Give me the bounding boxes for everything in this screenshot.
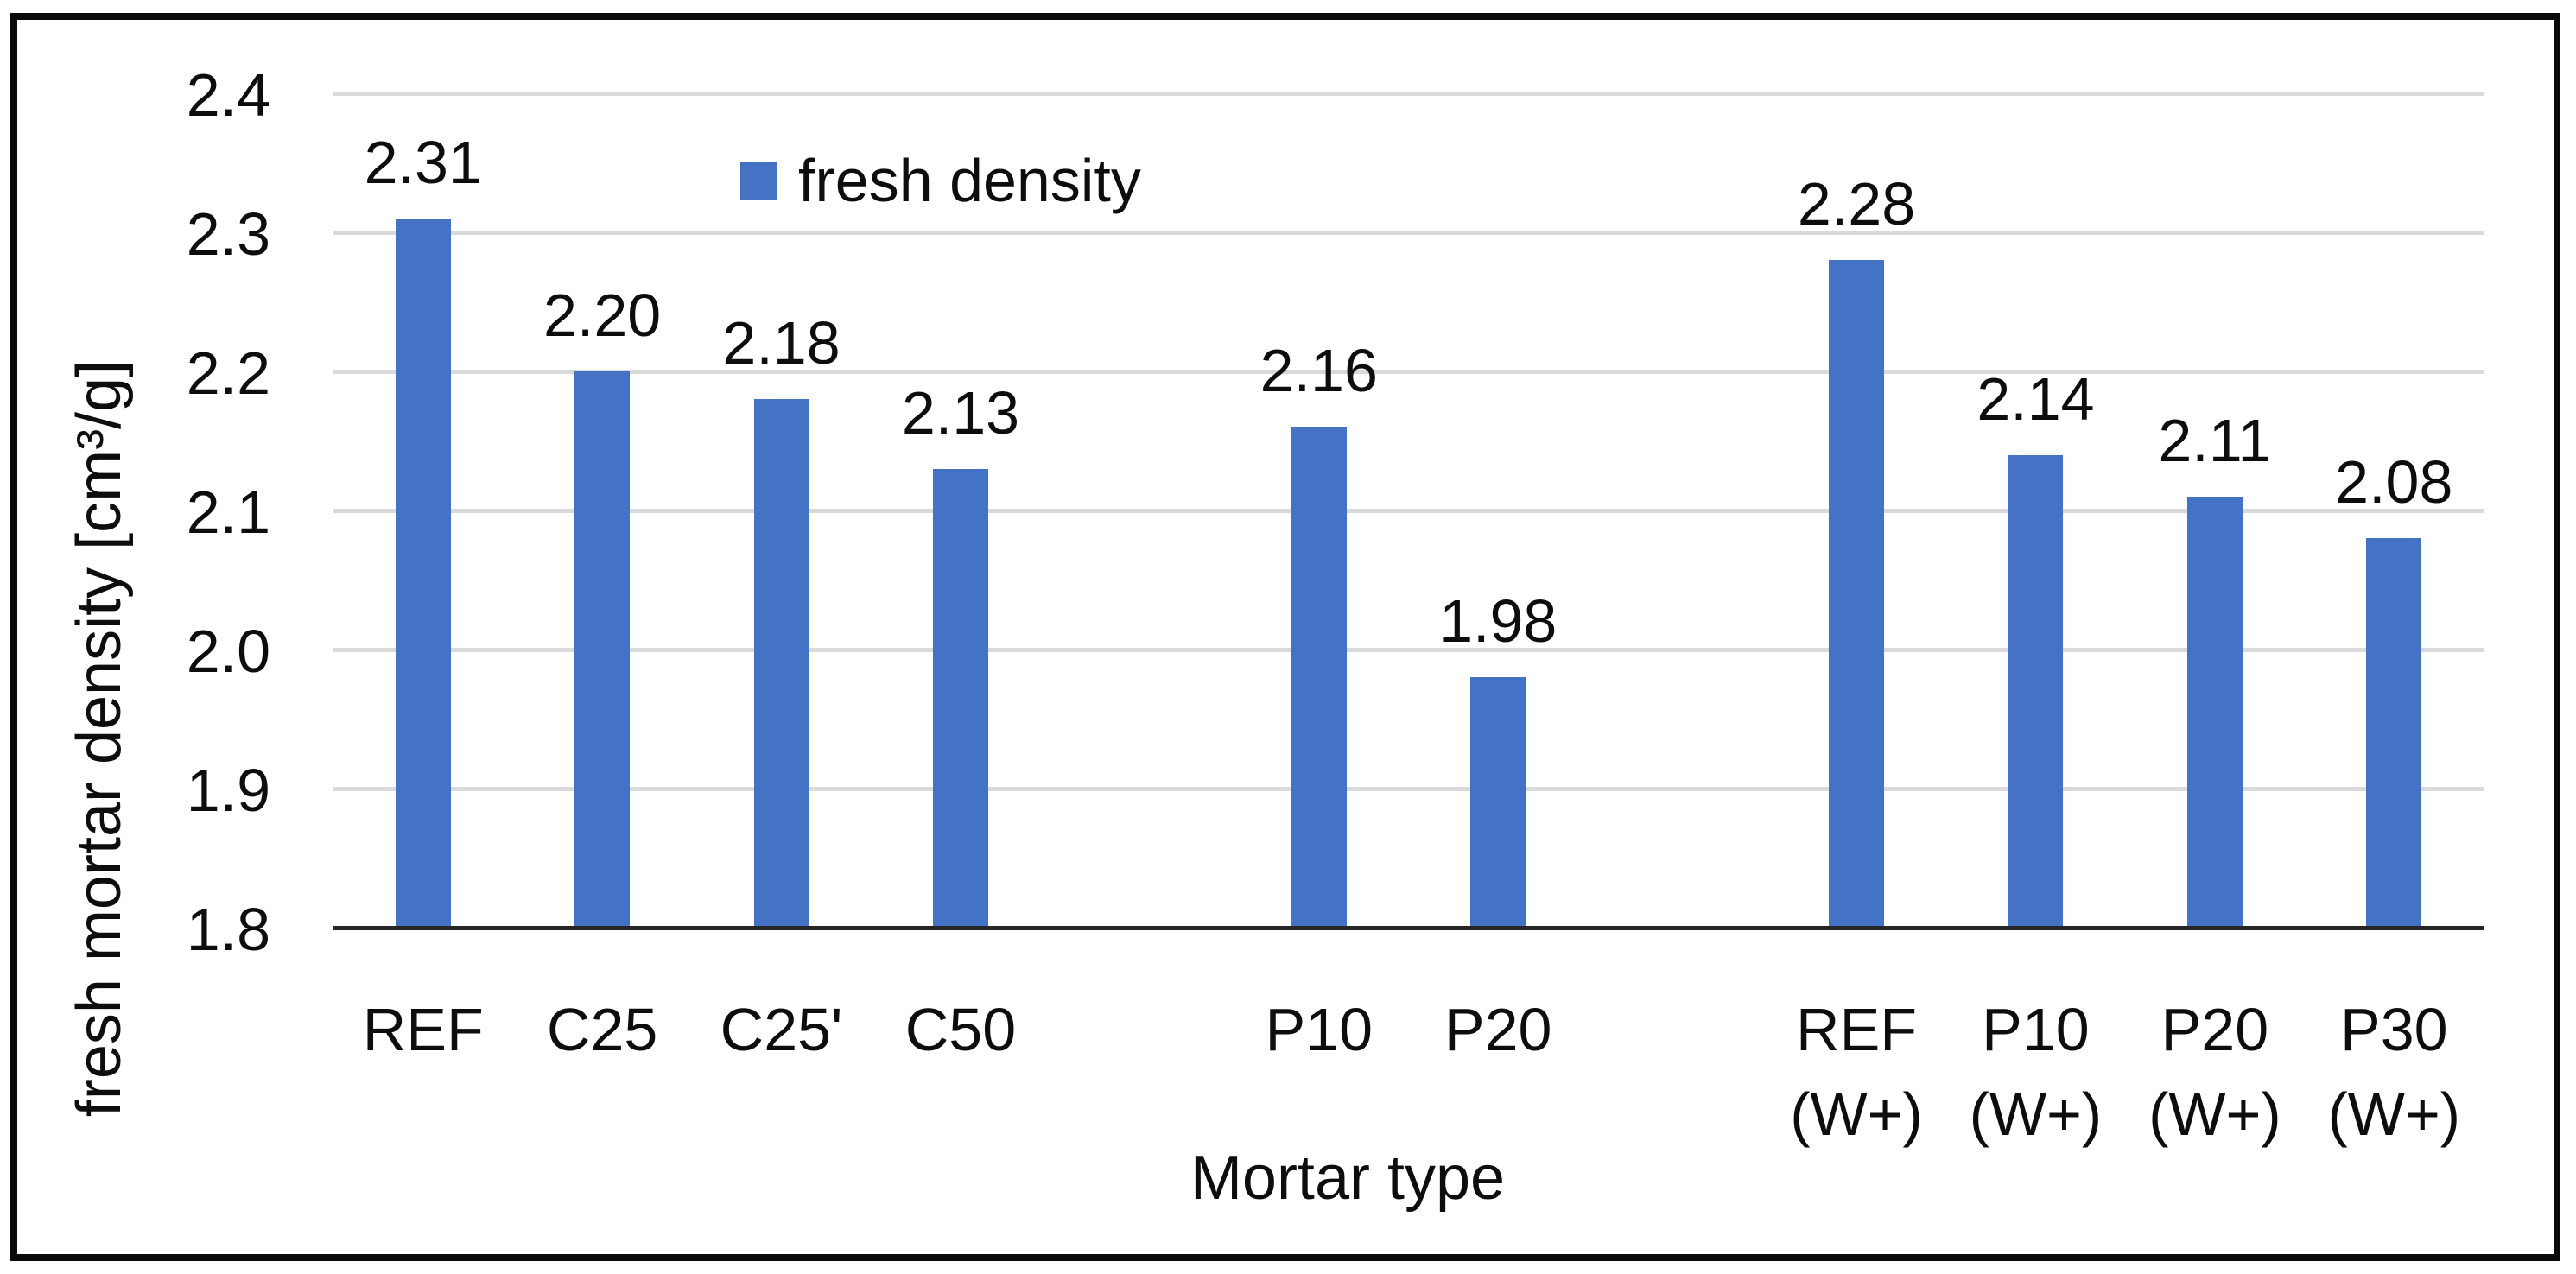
x-tick-label: P20 (W+) <box>2148 996 2281 1148</box>
bar-P20 (W+) <box>2186 496 2243 928</box>
x-tick-label: REF (W+) <box>1790 996 1923 1148</box>
data-label: 2.20 <box>543 282 662 349</box>
x-axis-title: Mortar type <box>1190 1144 1506 1213</box>
y-tick-label: 2.3 <box>186 200 270 268</box>
legend-label: fresh density <box>798 147 1141 214</box>
bar-C25' <box>753 399 809 928</box>
data-label: 2.11 <box>2158 406 2272 474</box>
data-label: 2.28 <box>1797 170 1916 238</box>
bar-P30 (W+) <box>2366 538 2422 928</box>
y-tick-label: 2.0 <box>186 618 270 685</box>
bar-REF (W+) <box>1829 260 1885 928</box>
legend-swatch-icon <box>740 161 777 200</box>
gridline <box>333 787 2484 791</box>
data-label: 2.18 <box>722 309 841 377</box>
y-tick-label: 2.2 <box>186 339 270 407</box>
data-label: 1.98 <box>1439 587 1558 656</box>
data-label: 2.13 <box>901 378 1020 447</box>
bar-P10 <box>1291 427 1347 928</box>
gridline <box>333 231 2484 235</box>
legend: fresh density <box>740 150 1141 211</box>
y-tick-label: 1.8 <box>186 896 270 963</box>
gridline <box>333 648 2484 652</box>
x-axis-line <box>333 926 2484 930</box>
bar-P20 <box>1470 677 1526 928</box>
bar-P10 (W+) <box>2008 454 2064 928</box>
gridline <box>333 92 2484 96</box>
bar-REF <box>395 218 451 928</box>
y-tick-label: 1.9 <box>186 757 270 824</box>
x-tick-label: P20 <box>1443 996 1552 1063</box>
x-tick-label: C25 <box>546 996 658 1063</box>
figure-frame <box>10 13 2560 1261</box>
x-tick-label: REF <box>362 996 484 1063</box>
x-tick-label: P30 (W+) <box>2327 996 2461 1148</box>
data-label: 2.31 <box>364 128 482 196</box>
data-label: 2.16 <box>1259 337 1378 405</box>
y-tick-label: 2.1 <box>186 479 270 546</box>
gridline <box>333 370 2484 374</box>
x-tick-label: P10 <box>1265 996 1374 1063</box>
x-tick-label: C50 <box>904 996 1017 1063</box>
data-label: 2.08 <box>2335 448 2453 517</box>
gridline <box>333 509 2484 513</box>
x-tick-label: C25' <box>720 996 843 1063</box>
data-label: 2.14 <box>1976 364 2095 433</box>
bar-C25 <box>574 371 631 928</box>
x-tick-label: P10 (W+) <box>1969 996 2103 1148</box>
y-tick-label: 2.4 <box>186 61 270 129</box>
bar-C50 <box>932 468 988 928</box>
